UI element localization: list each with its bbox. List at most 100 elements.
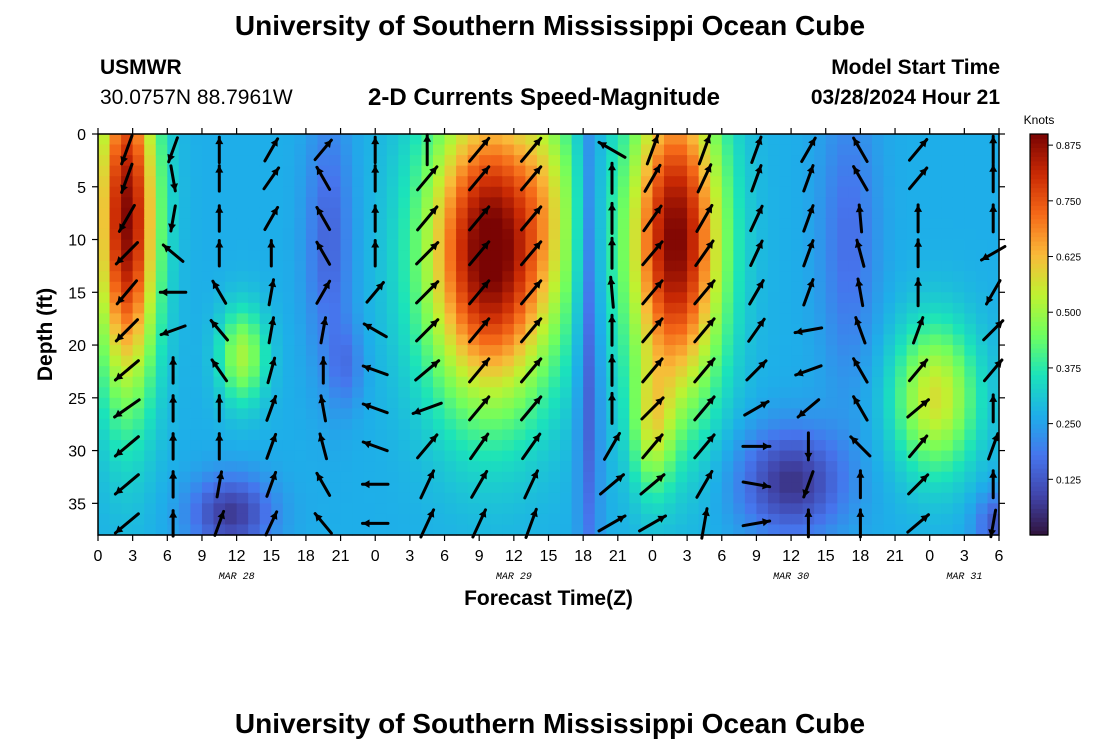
heatmap-cell xyxy=(329,418,342,431)
heatmap-cell xyxy=(317,239,330,251)
heatmap-cell xyxy=(548,197,561,209)
heatmap-cell xyxy=(513,492,526,504)
heatmap-cell xyxy=(756,492,769,504)
heatmap-cell xyxy=(756,155,769,167)
heatmap-cell xyxy=(687,197,700,209)
heatmap-cell xyxy=(421,492,434,504)
heatmap-cell xyxy=(398,155,411,167)
heatmap-cell xyxy=(352,197,365,209)
heatmap-cell xyxy=(421,355,434,367)
heatmap-cell xyxy=(259,440,272,452)
heatmap-cell xyxy=(502,345,515,357)
heatmap-cell xyxy=(444,387,457,399)
heatmap-cell xyxy=(479,524,492,536)
current-vector xyxy=(641,433,664,460)
heatmap-cell xyxy=(744,345,758,357)
heatmap-cell xyxy=(883,207,896,220)
heatmap-cell xyxy=(964,450,977,462)
heatmap-cell xyxy=(594,355,607,367)
heatmap-cell xyxy=(675,155,688,167)
heatmap-cell xyxy=(98,165,111,177)
current-vector xyxy=(856,508,865,539)
heatmap-cell xyxy=(594,418,607,431)
heatmap-cell xyxy=(571,144,584,156)
heatmap-cell xyxy=(860,323,873,336)
heatmap-cell xyxy=(98,524,111,536)
heatmap-cell xyxy=(825,366,838,378)
heatmap-cell xyxy=(710,418,723,431)
heatmap-cell xyxy=(132,260,145,272)
heatmap-cell xyxy=(871,144,885,156)
heatmap-cell xyxy=(767,387,781,399)
heatmap-cell xyxy=(756,366,769,378)
heatmap-cell xyxy=(964,440,977,452)
heatmap-cell xyxy=(860,165,873,177)
heatmap-cell xyxy=(536,334,550,346)
heatmap-cell xyxy=(467,197,480,209)
heatmap-cell xyxy=(467,503,480,515)
current-vector xyxy=(416,433,439,460)
heatmap-cell xyxy=(918,482,931,494)
heatmap-cell xyxy=(132,524,145,536)
heatmap-cell xyxy=(525,207,538,220)
heatmap-cell xyxy=(536,471,550,483)
heatmap-cell xyxy=(236,260,249,272)
heatmap-cell xyxy=(525,334,538,346)
heatmap-cell xyxy=(375,260,388,272)
heatmap-cell xyxy=(952,492,965,504)
heatmap-cell xyxy=(213,503,226,515)
current-vector xyxy=(167,136,179,164)
heatmap-cell xyxy=(640,334,654,346)
heatmap-cell xyxy=(883,144,896,156)
heatmap-cell xyxy=(132,218,145,230)
heatmap-cell xyxy=(629,239,642,251)
heatmap-cell xyxy=(664,144,677,156)
heatmap-cell xyxy=(386,186,399,198)
heatmap-cell xyxy=(767,355,781,367)
heatmap-cell xyxy=(664,271,677,283)
heatmap-cell xyxy=(225,482,238,494)
heatmap-cell xyxy=(918,376,931,388)
heatmap-cell xyxy=(271,418,284,431)
heatmap-cell xyxy=(883,503,896,515)
heatmap-cell xyxy=(317,281,330,293)
colorbar-segment xyxy=(1030,405,1048,411)
heatmap-cell xyxy=(340,366,353,378)
heatmap-cell xyxy=(190,355,203,367)
heatmap-cell xyxy=(225,450,238,462)
x-tick-label: 9 xyxy=(752,548,761,565)
current-vector xyxy=(361,480,390,489)
current-vector xyxy=(796,398,821,419)
heatmap-cell xyxy=(340,418,353,431)
heatmap-cell xyxy=(952,387,965,399)
heatmap-cell xyxy=(363,260,376,272)
heatmap-cell xyxy=(144,471,157,483)
current-vector xyxy=(169,394,178,423)
heatmap-cell xyxy=(583,408,596,420)
heatmap-cell xyxy=(536,218,550,230)
heatmap-cell xyxy=(132,144,145,156)
heatmap-cell xyxy=(895,165,908,177)
heatmap-cell xyxy=(132,366,145,378)
heatmap-cell xyxy=(560,387,573,399)
heatmap-cell xyxy=(779,271,792,283)
heatmap-cell xyxy=(941,271,954,283)
current-vector xyxy=(423,133,432,167)
heatmap-cell xyxy=(305,186,319,198)
heatmap-cell xyxy=(432,197,446,209)
heatmap-cell xyxy=(259,186,272,198)
heatmap-cell xyxy=(409,366,423,378)
heatmap-cell xyxy=(340,186,353,198)
heatmap-cell xyxy=(456,302,469,314)
heatmap-cell xyxy=(190,387,203,399)
heatmap-cell xyxy=(594,323,607,336)
heatmap-cell xyxy=(629,197,642,209)
colorbar-segment xyxy=(1030,423,1048,429)
heatmap-cell xyxy=(860,313,873,325)
heatmap-cell xyxy=(144,397,157,409)
heatmap-cell xyxy=(132,197,145,209)
heatmap-cell xyxy=(952,302,965,314)
heatmap-cell xyxy=(132,302,145,314)
current-vector xyxy=(265,470,278,498)
heatmap-cell xyxy=(490,260,503,272)
